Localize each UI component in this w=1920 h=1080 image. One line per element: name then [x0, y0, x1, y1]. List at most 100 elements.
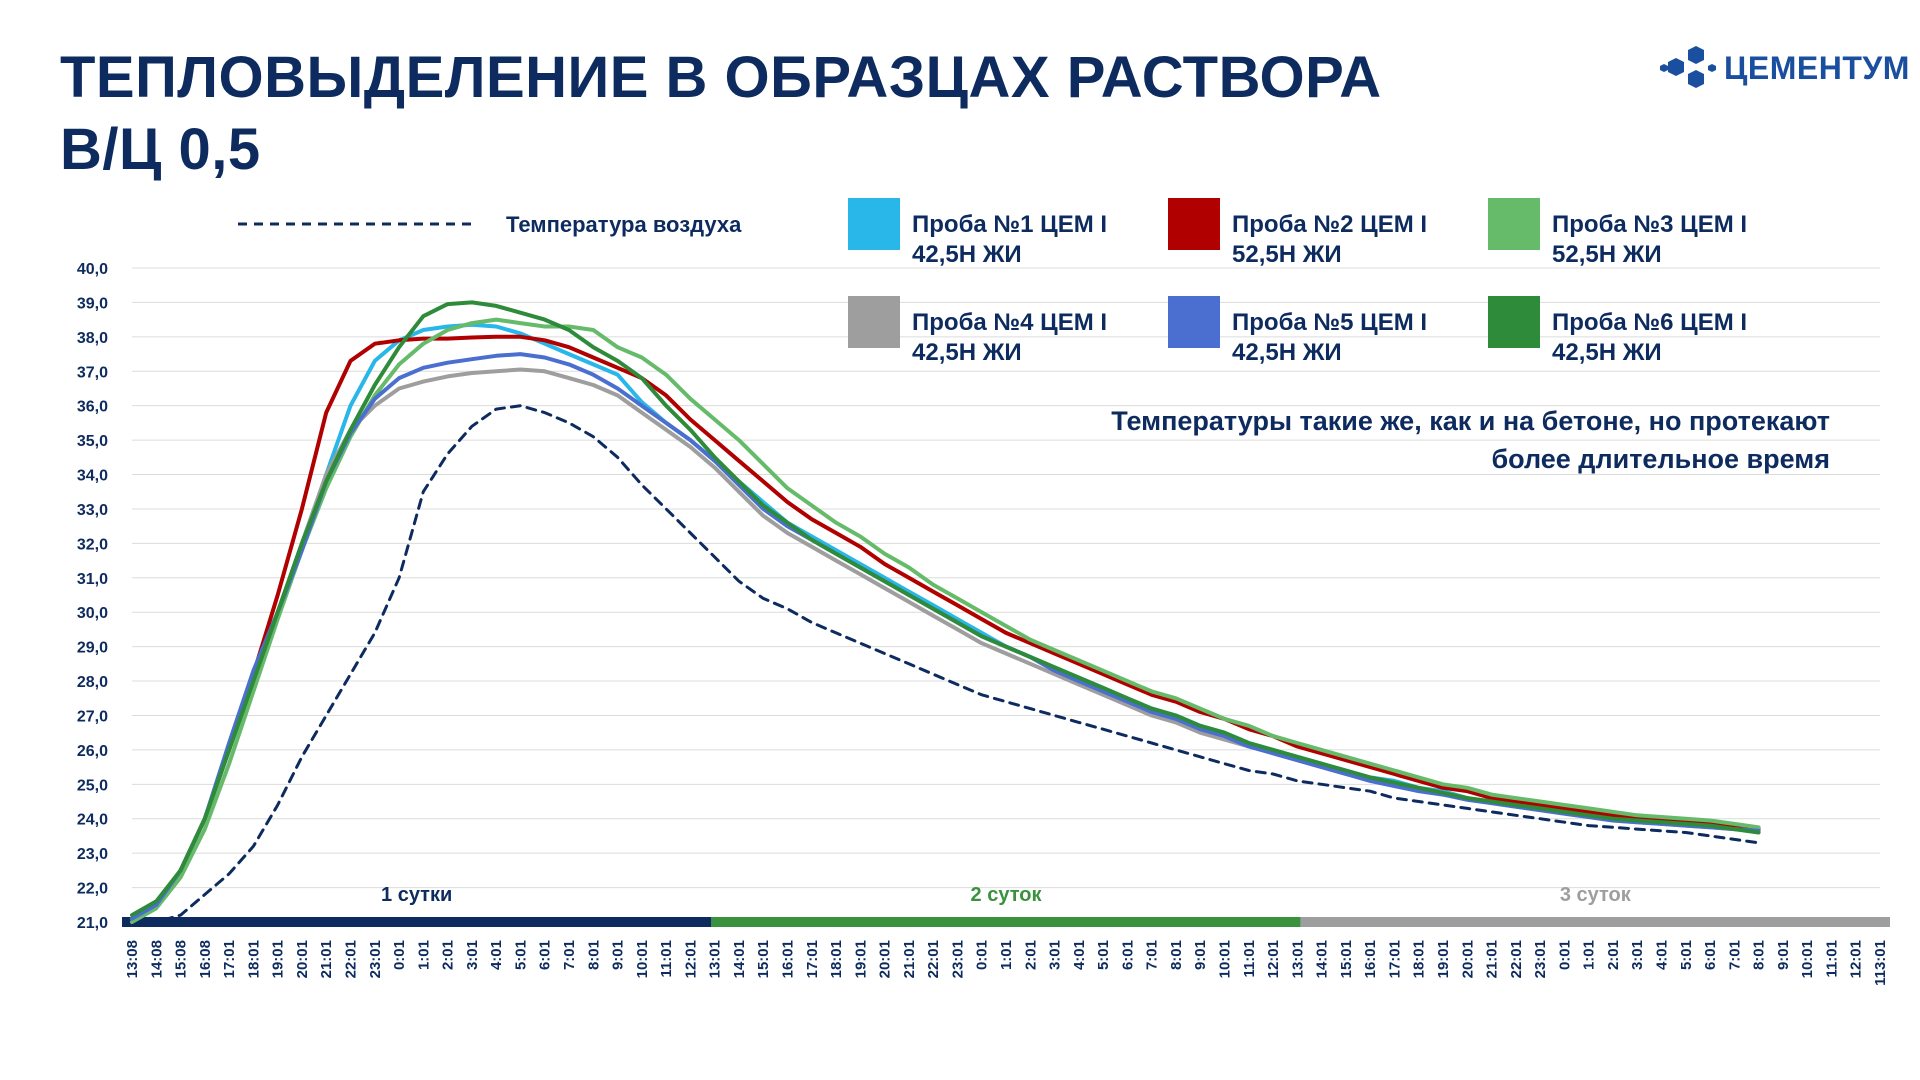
y-tick-label: 39,0 — [77, 295, 108, 312]
x-tick-label: 13:01 — [1289, 940, 1306, 978]
x-tick-label: 8:01 — [585, 940, 602, 970]
x-tick-label: 6:01 — [1119, 940, 1136, 970]
x-tick-label: 9:01 — [1192, 940, 1209, 970]
x-tick-label: 18:01 — [245, 940, 262, 978]
x-tick-label: 19:01 — [852, 940, 869, 978]
period-bar — [122, 917, 712, 927]
x-tick-label: 11:01 — [1823, 940, 1840, 978]
x-tick-label: 0:01 — [391, 940, 408, 970]
y-tick-label: 27,0 — [77, 708, 108, 725]
x-tick-label: 6:01 — [1702, 940, 1719, 970]
x-tick-label: 16:08 — [197, 940, 214, 978]
brand-logo: ЦЕМЕНТУМ — [1660, 42, 1909, 98]
x-tick-label: 13:08 — [124, 940, 141, 978]
x-tick-label: 23:01 — [949, 940, 966, 978]
period-label: 1 сутки — [381, 884, 452, 906]
y-tick-label: 21,0 — [77, 915, 108, 932]
series-line-6 — [130, 300, 1761, 918]
y-tick-label: 30,0 — [77, 605, 108, 622]
x-tick-label: 15:08 — [173, 940, 190, 978]
legend-swatch — [1168, 296, 1220, 348]
x-tick-label: 1:01 — [415, 940, 432, 970]
logo-text: ЦЕМЕНТУМ — [1724, 50, 1910, 86]
x-tick-label: 16:01 — [1362, 940, 1379, 978]
legend-swatch — [1488, 198, 1540, 250]
x-tick-label: 5:01 — [1095, 940, 1112, 970]
x-tick-label: 15:01 — [1338, 940, 1355, 978]
page-title: ТЕПЛОВЫДЕЛЕНИЕ В ОБРАЗЦАХ РАСТВОРА В/Ц 0… — [60, 42, 1510, 186]
y-tick-label: 24,0 — [77, 812, 108, 829]
x-tick-label: 3:01 — [1629, 940, 1646, 970]
x-tick-label: 5:01 — [1678, 940, 1695, 970]
x-tick-label: 5:01 — [512, 940, 529, 970]
annotation-line-1: Температуры такие же, как и на бетоне, н… — [1111, 406, 1830, 436]
x-tick-label: 21:01 — [1484, 940, 1501, 978]
x-tick-label: 11:01 — [658, 940, 675, 978]
series-line-3 — [130, 317, 1761, 924]
x-tick-label: 1:01 — [1581, 940, 1598, 970]
legend-swatch — [1488, 296, 1540, 348]
annotation-line-2: более длительное время — [1491, 444, 1830, 474]
x-tick-label: 19:01 — [1435, 940, 1452, 978]
y-tick-label: 28,0 — [77, 674, 108, 691]
x-tick-label: 20:01 — [1459, 940, 1476, 978]
legend-swatch — [1168, 198, 1220, 250]
x-tick-label: 113:01 — [1872, 940, 1889, 986]
y-tick-label: 33,0 — [77, 502, 108, 519]
x-tick-label: 13:01 — [707, 940, 724, 978]
y-tick-label: 36,0 — [77, 399, 108, 416]
x-tick-label: 3:01 — [1047, 940, 1064, 970]
y-tick-label: 22,0 — [77, 881, 108, 898]
y-tick-label: 25,0 — [77, 777, 108, 794]
x-tick-label: 23:01 — [367, 940, 384, 978]
legend-label: Проба №2 ЦЕМ I 52,5Н ЖИ — [1232, 211, 1427, 268]
x-tick-label: 18:01 — [1411, 940, 1428, 978]
x-tick-label: 0:01 — [974, 940, 991, 970]
x-tick-label: 17:01 — [1386, 940, 1403, 978]
legend-swatch — [848, 198, 900, 250]
period-bar — [711, 917, 1301, 927]
y-tick-label: 35,0 — [77, 433, 108, 450]
x-tick-label: 14:01 — [1314, 940, 1331, 978]
legend-label-air: Температура воздуха — [506, 212, 742, 237]
x-tick-label: 7:01 — [1144, 940, 1161, 970]
x-tick-label: 12:01 — [682, 940, 699, 978]
y-tick-label: 31,0 — [77, 571, 108, 588]
x-tick-label: 9:01 — [1775, 940, 1792, 970]
x-tick-label: 14:08 — [148, 940, 165, 978]
x-tick-label: 21:01 — [901, 940, 918, 978]
x-tick-label: 4:01 — [488, 940, 505, 970]
title-line-2: В/Ц 0,5 — [60, 117, 261, 182]
period-label: 3 суток — [1560, 884, 1632, 906]
x-tick-label: 10:01 — [634, 940, 651, 978]
legend-label: Проба №4 ЦЕМ I 42,5Н ЖИ — [912, 309, 1107, 366]
x-tick-label: 11:01 — [1241, 940, 1258, 978]
x-tick-label: 20:01 — [877, 940, 894, 978]
legend-label: Проба №3 ЦЕМ I 52,5Н ЖИ — [1552, 211, 1747, 268]
x-tick-label: 10:01 — [1217, 940, 1234, 978]
x-tick-label: 14:01 — [731, 940, 748, 978]
legend-swatch — [848, 296, 900, 348]
x-tick-label: 22:01 — [925, 940, 942, 978]
x-tick-label: 19:01 — [270, 940, 287, 978]
y-tick-label: 26,0 — [77, 743, 108, 760]
x-tick-label: 12:01 — [1265, 940, 1282, 978]
chart-annotation: Температуры такие же, как и на бетоне, н… — [930, 402, 1830, 478]
y-tick-label: 34,0 — [77, 468, 108, 485]
x-tick-label: 16:01 — [780, 940, 797, 978]
x-tick-label: 15:01 — [755, 940, 772, 978]
x-tick-label: 23:01 — [1532, 940, 1549, 978]
title-line-1: ТЕПЛОВЫДЕЛЕНИЕ В ОБРАЗЦАХ РАСТВОРА — [60, 45, 1382, 110]
x-tick-label: 3:01 — [464, 940, 481, 970]
y-tick-label: 29,0 — [77, 640, 108, 657]
x-tick-label: 17:01 — [221, 940, 238, 978]
x-tick-label: 20:01 — [294, 940, 311, 978]
x-tick-label: 7:01 — [561, 940, 578, 970]
y-tick-label: 37,0 — [77, 364, 108, 381]
x-tick-label: 22:01 — [1508, 940, 1525, 978]
legend-label: Проба №5 ЦЕМ I 42,5Н ЖИ — [1232, 309, 1427, 366]
x-tick-label: 17:01 — [804, 940, 821, 978]
x-tick-label: 8:01 — [1751, 940, 1768, 970]
y-tick-label: 38,0 — [77, 330, 108, 347]
